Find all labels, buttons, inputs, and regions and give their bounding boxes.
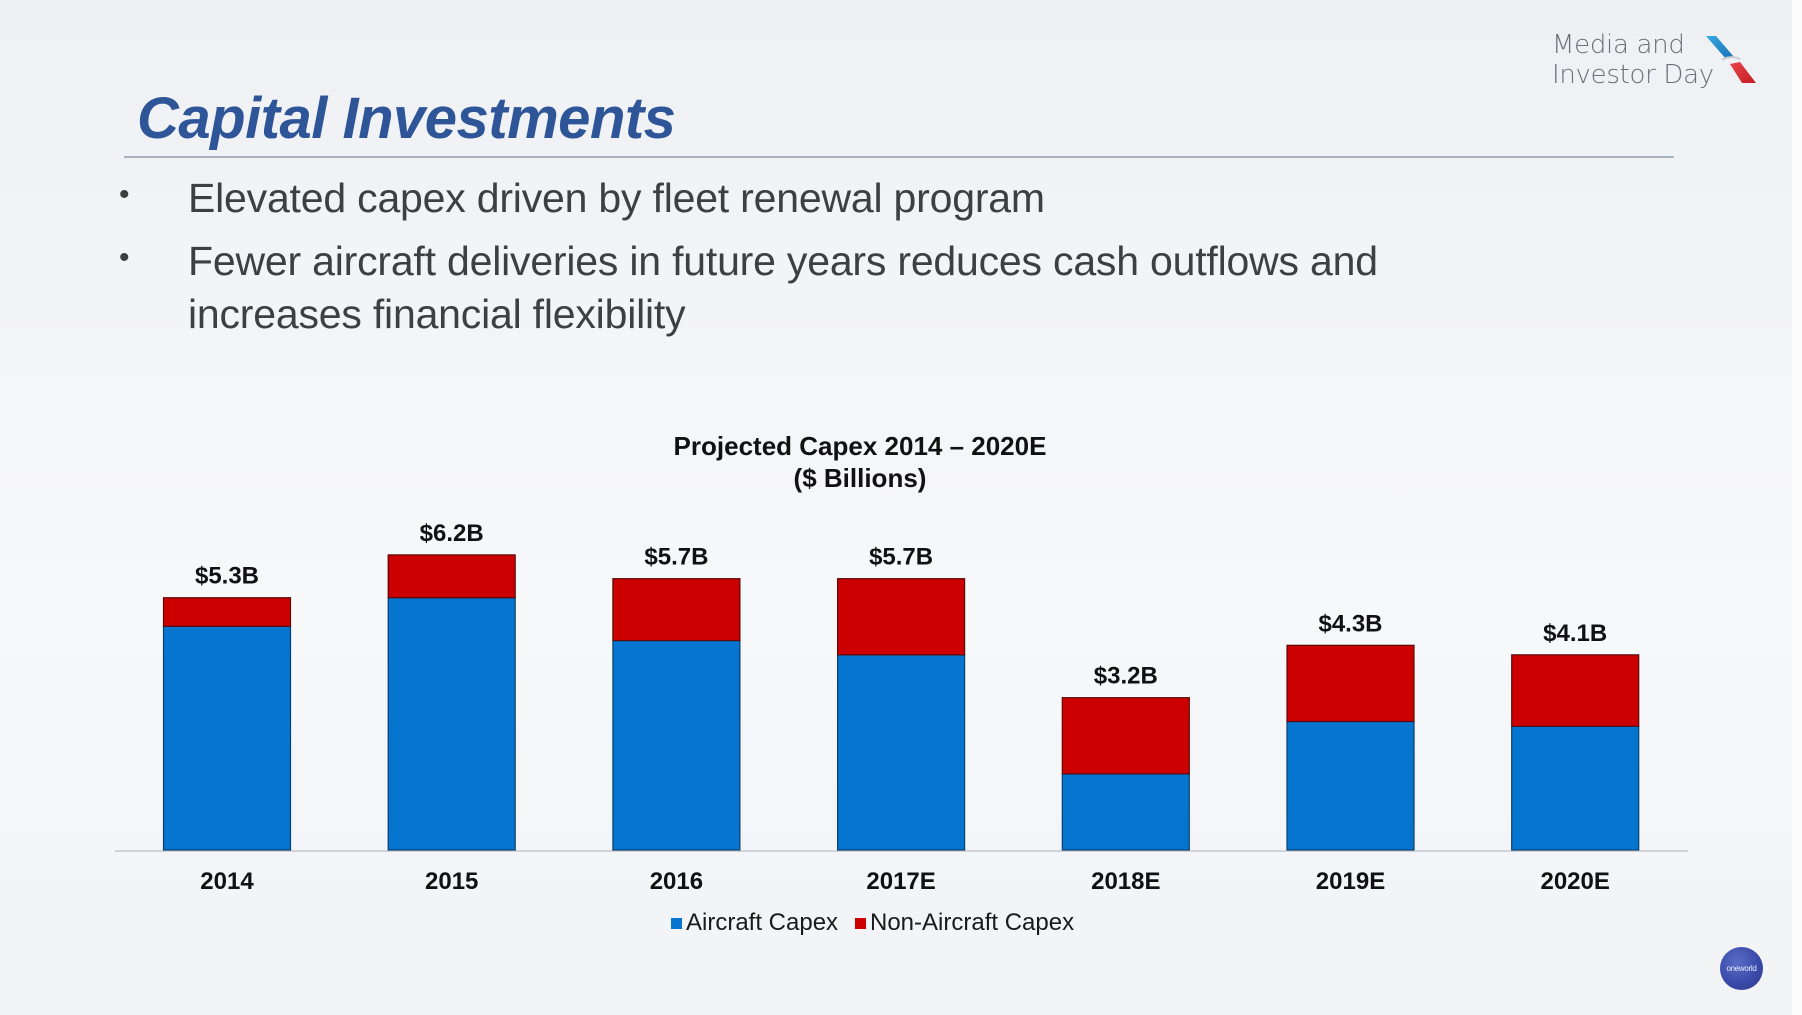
legend-label-aircraft: Aircraft Capex [686, 909, 839, 936]
title-divider [124, 156, 1674, 158]
data-label-2017E: $5.7B [869, 544, 933, 571]
x-tick-label-2020E: 2020E [1540, 868, 1609, 895]
oneworld-globe-icon: oneworld [1720, 947, 1763, 990]
data-label-2018E: $3.2B [1094, 663, 1158, 690]
data-label-2020E: $4.1B [1543, 620, 1607, 647]
x-tick-label-2016: 2016 [650, 868, 703, 895]
bar-non-aircraft-2014 [162, 597, 292, 627]
x-tick-label-2014: 2014 [200, 868, 254, 895]
chart-subtitle: ($ Billions) [793, 463, 927, 493]
flight-symbol-icon [1706, 36, 1756, 83]
bar-non-aircraft-2015 [387, 554, 516, 599]
brand-line-1: Media and [1552, 30, 1685, 60]
bullet-dot-icon: • [119, 178, 130, 211]
legend-item-non-aircraft: Non-Aircraft Capex [855, 908, 1074, 938]
x-tick-label-2018E: 2018E [1091, 868, 1160, 895]
data-label-2014: $5.3B [195, 563, 259, 590]
data-label-2019E: $4.3B [1318, 610, 1382, 637]
legend-item-aircraft: Aircraft Capex [671, 908, 838, 938]
slide-edge [1792, 0, 1802, 1015]
x-tick-label-2019E: 2019E [1316, 868, 1385, 895]
chart-title-line: Projected Capex 2014 – 2020E [673, 431, 1047, 461]
bar-aircraft-2016 [612, 639, 741, 851]
event-brand: Media and Investor Day [1552, 30, 1714, 90]
chart-legend: Aircraft Capex Non-Aircraft Capex [0, 908, 1802, 938]
data-label-2016: $5.7B [644, 544, 708, 571]
bar-aircraft-2019E [1286, 720, 1415, 851]
legend-label-non-aircraft: Non-Aircraft Capex [870, 909, 1075, 936]
bullet-text: Elevated capex driven by fleet renewal p… [188, 175, 1045, 221]
bullet-dot-icon: • [119, 241, 130, 274]
legend-swatch-non-aircraft [855, 918, 866, 929]
bar-non-aircraft-2017E [836, 578, 966, 656]
bar-non-aircraft-2018E [1061, 697, 1190, 775]
page-title: Capital Investments [137, 86, 676, 151]
bar-aircraft-2015 [387, 597, 516, 851]
bar-aircraft-2017E [836, 654, 966, 851]
legend-swatch-aircraft [671, 918, 682, 929]
bullet-text: Fewer aircraft deliveries in future year… [188, 238, 1378, 337]
brand-line-2: Investor Day [1552, 60, 1714, 90]
bar-aircraft-2018E [1061, 773, 1190, 851]
x-tick-label-2017E: 2017E [866, 868, 935, 895]
bar-aircraft-2014 [162, 625, 292, 851]
bar-non-aircraft-2019E [1286, 644, 1415, 723]
x-tick-label-2015: 2015 [425, 868, 478, 895]
data-label-2015: $6.2B [420, 520, 484, 547]
chart-title: Projected Capex 2014 – 2020E ($ Billions… [560, 430, 1160, 494]
bar-non-aircraft-2020E [1511, 654, 1640, 727]
bar-aircraft-2020E [1511, 725, 1640, 851]
bar-non-aircraft-2016 [612, 578, 741, 642]
